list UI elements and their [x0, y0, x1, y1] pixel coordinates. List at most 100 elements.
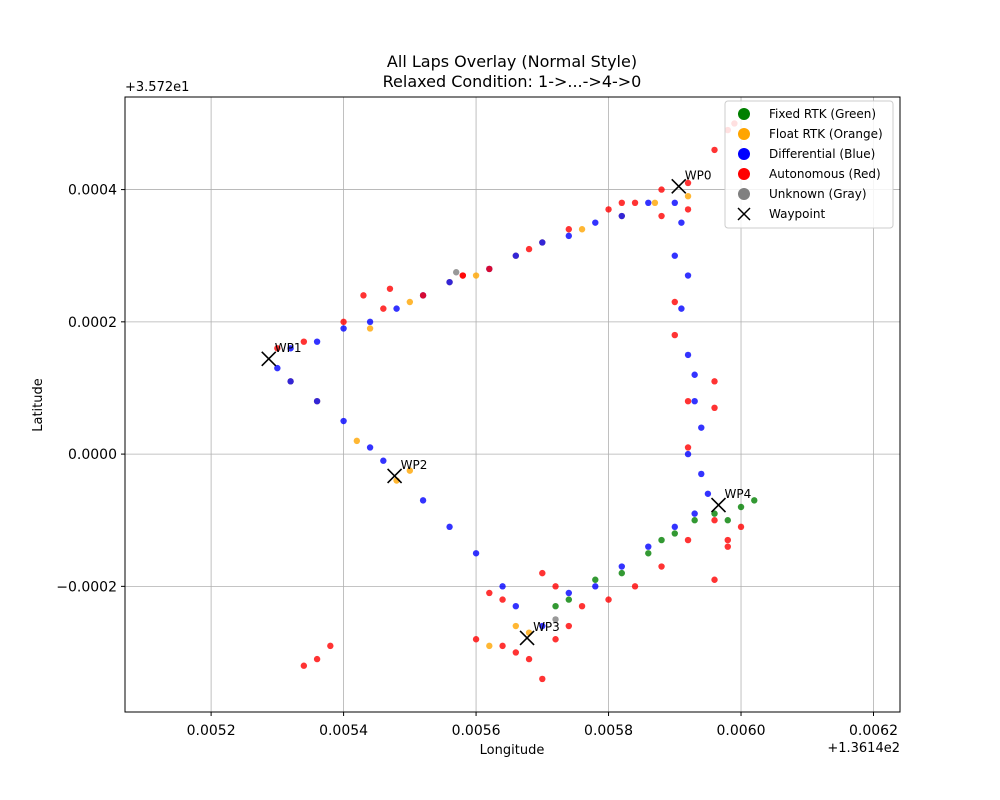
point-differential — [419, 497, 427, 504]
point-float — [366, 325, 374, 332]
point-float — [486, 642, 493, 650]
point-differential — [592, 219, 599, 226]
legend-label: Fixed RTK (Green) — [769, 107, 876, 121]
waypoint-label: WP1 — [275, 341, 302, 355]
y-tick-label: 0.0000 — [68, 447, 117, 463]
point-autonomous — [711, 404, 718, 412]
point-differential — [671, 199, 678, 207]
point-differential — [671, 523, 678, 531]
legend-label: Autonomous (Red) — [769, 167, 881, 181]
point-float — [353, 437, 361, 445]
legend-marker-x — [737, 207, 751, 221]
point-autonomous — [658, 186, 665, 193]
point-autonomous — [380, 305, 387, 312]
point-autonomous — [578, 602, 586, 610]
point-differential — [678, 219, 685, 226]
point-autonomous — [711, 378, 718, 385]
point-autonomous — [327, 642, 334, 650]
point-autonomous — [539, 675, 546, 683]
point-autonomous — [552, 583, 559, 590]
point-autonomous — [525, 655, 533, 663]
point-autonomous — [658, 212, 665, 220]
x-axis-label: Longitude — [480, 743, 545, 758]
waypoint-marker — [710, 497, 727, 513]
x-tick-label: 0.0058 — [584, 723, 633, 739]
y-offset-text: +3.572e1 — [125, 80, 189, 95]
point-differential — [512, 602, 520, 610]
point-autonomous — [486, 265, 493, 273]
point-autonomous — [671, 331, 678, 339]
legend-label: Float RTK (Orange) — [769, 127, 883, 141]
point-differential — [691, 397, 698, 405]
point-differential — [671, 252, 678, 259]
point-autonomous — [631, 199, 639, 207]
legend-marker — [738, 148, 750, 160]
point-differential — [393, 305, 400, 312]
point-autonomous — [419, 292, 427, 299]
point-autonomous — [340, 318, 347, 326]
point-differential — [592, 583, 599, 590]
point-fixed — [592, 576, 599, 583]
point-autonomous — [631, 583, 639, 590]
point-autonomous — [605, 206, 612, 213]
point-differential — [678, 305, 685, 312]
point-differential — [313, 338, 321, 345]
waypoint-marker — [387, 468, 403, 484]
legend-entry: Fixed RTK (Green) — [738, 107, 876, 121]
point-float — [406, 467, 414, 474]
point-autonomous — [472, 636, 480, 643]
waypoint-marker — [519, 630, 535, 646]
point-differential — [366, 444, 374, 451]
point-autonomous — [671, 298, 678, 306]
legend-entry: Float RTK (Orange) — [738, 127, 883, 141]
point-autonomous — [684, 179, 692, 187]
point-differential — [539, 622, 546, 630]
point-differential — [499, 583, 506, 590]
point-float — [651, 199, 659, 207]
point-float — [512, 622, 520, 630]
legend-label: Waypoint — [769, 207, 825, 221]
point-float — [578, 226, 586, 233]
point-autonomous — [684, 206, 692, 213]
point-differential — [684, 272, 692, 279]
point-differential — [684, 450, 692, 458]
x-tick-label: 0.0060 — [717, 723, 766, 739]
point-fixed — [565, 596, 573, 603]
point-autonomous — [300, 662, 308, 669]
point-differential — [645, 543, 652, 550]
chart-title-line2: Relaxed Condition: 1->...->4->0 — [383, 72, 642, 91]
point-differential — [340, 325, 347, 332]
x-tick-label: 0.0056 — [452, 723, 501, 739]
point-fixed — [671, 530, 678, 537]
point-differential — [565, 232, 573, 240]
legend-box — [724, 100, 894, 229]
point-fixed — [711, 510, 718, 517]
legend-marker — [738, 188, 750, 200]
point-autonomous — [499, 596, 506, 603]
y-tick-label: −0.0002 — [56, 579, 117, 595]
point-differential — [366, 318, 374, 326]
point-autonomous — [360, 292, 367, 299]
data-points — [274, 120, 758, 683]
waypoint-label: WP0 — [685, 168, 712, 182]
legend-entry: Unknown (Gray) — [738, 187, 867, 201]
point-differential — [645, 199, 652, 207]
point-autonomous — [552, 636, 559, 643]
point-autonomous — [711, 576, 718, 583]
point-differential — [512, 252, 520, 259]
legend-marker — [738, 108, 750, 120]
y-axis-label: Latitude — [31, 378, 46, 432]
point-autonomous — [737, 523, 745, 531]
point-autonomous — [459, 272, 467, 279]
waypoint-label: WP2 — [401, 458, 428, 472]
point-autonomous — [684, 536, 692, 544]
y-tick-label: 0.0004 — [68, 183, 117, 199]
point-autonomous — [711, 517, 718, 524]
x-tick-label: 0.0052 — [187, 723, 236, 739]
point-differential — [313, 397, 321, 405]
point-differential — [698, 470, 705, 478]
point-fixed — [737, 503, 745, 511]
x-tick-label: 0.0054 — [319, 723, 368, 739]
legend-marker — [738, 128, 750, 140]
